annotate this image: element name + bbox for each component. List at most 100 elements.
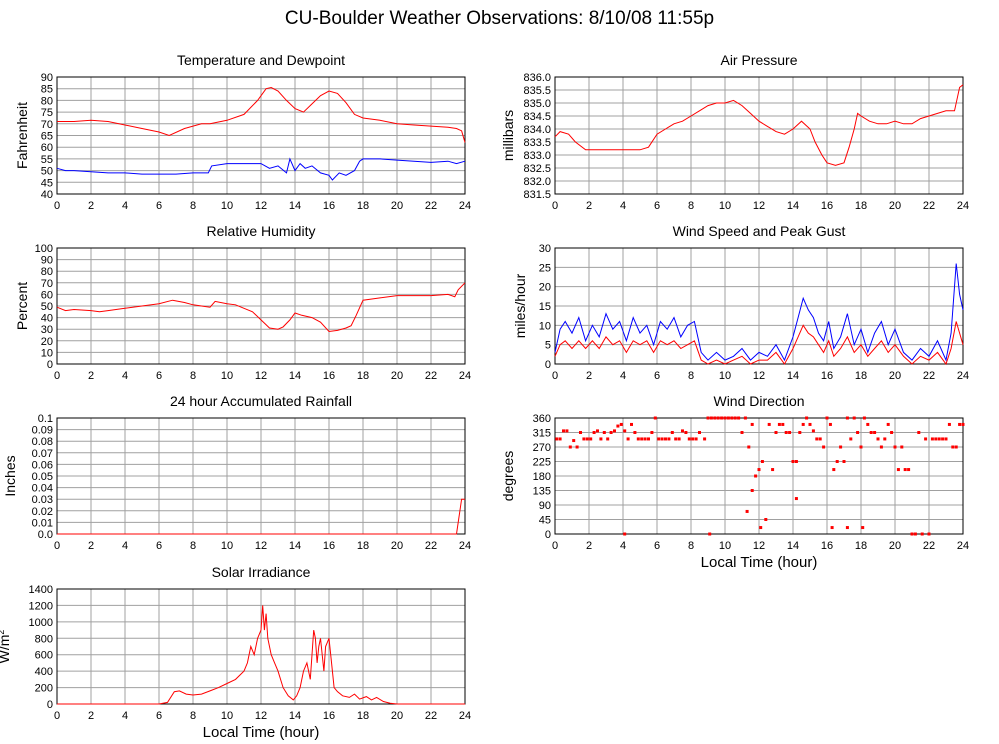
data-point (958, 422, 962, 426)
data-point (784, 431, 788, 434)
data-point (706, 416, 710, 420)
data-point (886, 422, 890, 426)
data-point (937, 437, 941, 441)
data-point (861, 526, 865, 530)
x-tick-label: 16 (323, 200, 335, 212)
data-point (681, 429, 684, 433)
series-line-0 (57, 86, 466, 143)
data-point (944, 437, 948, 441)
data-point (927, 532, 931, 536)
x-tick-label: 12 (255, 540, 267, 552)
data-point (900, 445, 904, 449)
x-tick-label: 24 (459, 540, 471, 552)
x-axis-label: Local Time (hour) (203, 724, 320, 741)
data-point (623, 532, 627, 536)
x-tick-label: 14 (787, 200, 799, 212)
x-tick-label: 0 (54, 200, 60, 212)
data-point (664, 437, 667, 441)
data-point (636, 437, 640, 441)
y-axis-label-text: Inches (2, 455, 18, 496)
x-tick-label: 4 (122, 710, 128, 722)
y-tick-label: 270 (533, 442, 551, 454)
data-point (896, 468, 900, 472)
data-point (830, 526, 834, 530)
x-tick-label: 2 (88, 370, 94, 382)
data-point (667, 437, 671, 441)
x-tick-label: 14 (289, 200, 301, 212)
x-tick-label: 14 (787, 540, 799, 552)
y-axis-label: Fahrenheit (14, 102, 30, 169)
x-tick-label: 16 (821, 540, 833, 552)
data-point (759, 526, 763, 530)
data-point (941, 437, 945, 441)
y-axis-label: Percent (14, 282, 30, 330)
y-tick-label: 25 (539, 262, 551, 274)
x-tick-label: 14 (289, 370, 301, 382)
y-tick-label: 50 (41, 301, 53, 313)
data-point (913, 532, 917, 536)
data-point (599, 437, 603, 441)
data-point (764, 518, 768, 521)
y-tick-label: 360 (533, 413, 551, 425)
y-tick-label: 0.09 (32, 425, 53, 437)
x-tick-label: 4 (122, 200, 128, 212)
x-tick-label: 6 (156, 370, 162, 382)
y-tick-label: 0.08 (32, 436, 53, 448)
x-tick-label: 24 (459, 370, 471, 382)
y-tick-label: 1400 (29, 584, 53, 596)
plot-frame (554, 76, 964, 195)
y-tick-label: 833.0 (523, 150, 551, 162)
data-point (754, 474, 758, 478)
data-point (743, 416, 747, 420)
y-tick-label: 30 (539, 243, 551, 255)
data-point (859, 445, 863, 449)
data-point (713, 416, 717, 420)
data-point (592, 431, 596, 434)
y-tick-label: 0.07 (32, 448, 53, 460)
y-tick-label: 90 (539, 500, 551, 512)
data-point (876, 437, 880, 441)
data-point (767, 422, 771, 426)
y-tick-label: 1000 (29, 617, 53, 629)
y-tick-label: 10 (41, 347, 53, 359)
x-tick-label: 0 (552, 540, 558, 552)
y-tick-label: 75 (41, 107, 53, 119)
data-point (723, 416, 727, 420)
data-point (609, 431, 613, 434)
data-point (791, 460, 795, 463)
x-tick-label: 20 (889, 370, 901, 382)
data-point (585, 437, 589, 441)
data-point (805, 416, 809, 420)
chart-title: Wind Direction (713, 393, 804, 409)
data-point (760, 460, 764, 463)
data-point (674, 437, 678, 441)
y-axis-label: W/m2 (0, 630, 12, 664)
x-tick-label: 20 (391, 370, 403, 382)
data-point (750, 422, 754, 426)
x-tick-label: 18 (855, 370, 867, 382)
x-tick-label: 10 (719, 370, 731, 382)
plot-frame (56, 588, 466, 705)
y-tick-label: 5 (545, 340, 551, 352)
data-point (825, 416, 829, 420)
y-tick-label: 60 (41, 289, 53, 301)
data-point (835, 460, 839, 463)
y-tick-label: 0.05 (32, 471, 53, 483)
data-point (852, 416, 856, 420)
chart-title: Solar Irradiance (212, 564, 311, 580)
y-tick-label: 90 (41, 255, 53, 267)
data-point (801, 422, 805, 426)
data-point (677, 437, 681, 441)
data-point (619, 422, 623, 426)
y-tick-label: 800 (35, 633, 53, 645)
y-tick-label: 0.1 (38, 413, 53, 425)
y-tick-label: 45 (41, 177, 53, 189)
series-line-0 (56, 282, 466, 333)
x-tick-label: 12 (753, 200, 765, 212)
y-tick-label: 400 (35, 666, 53, 678)
y-axis-label-text: degrees (500, 451, 516, 502)
data-point (954, 445, 958, 449)
y-tick-label: 833.5 (523, 137, 551, 149)
